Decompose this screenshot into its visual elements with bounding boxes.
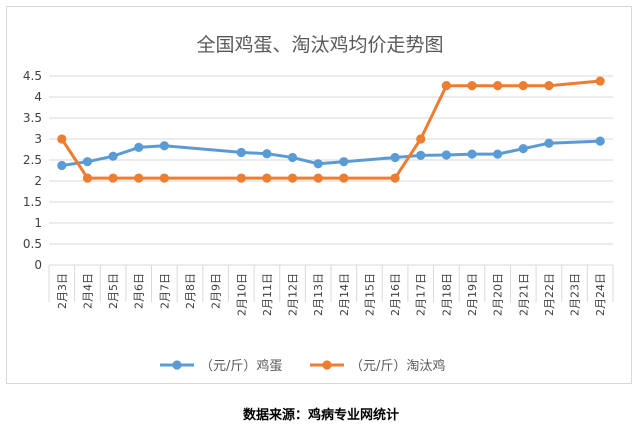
y-tick-label: 0.5: [23, 237, 42, 251]
data-point: [287, 152, 298, 163]
data-point: [236, 173, 246, 183]
x-tick-label: 2月11日: [261, 273, 274, 316]
data-point: [339, 157, 349, 167]
x-tick-label: 2月7日: [158, 273, 171, 309]
y-tick-label: 0: [34, 258, 42, 272]
data-point: [441, 81, 451, 91]
x-tick-label: 2月20日: [492, 273, 505, 316]
x-tick-label: 2月4日: [81, 273, 94, 309]
x-tick-label: 2月18日: [440, 273, 453, 316]
data-point: [82, 157, 93, 167]
data-point: [518, 144, 528, 154]
data-point: [416, 134, 426, 144]
x-tick-label: 2月8日: [184, 273, 197, 309]
x-tick-label: 2月6日: [133, 273, 146, 309]
data-point: [467, 81, 477, 91]
data-point: [441, 150, 451, 160]
y-tick-label: 4: [34, 90, 42, 104]
y-tick-label: 3: [34, 132, 42, 146]
data-point: [313, 173, 323, 183]
x-tick-label: 2月19日: [466, 273, 479, 316]
data-point: [467, 149, 477, 159]
chart-title: 全国鸡蛋、淘汰鸡均价走势图: [196, 34, 443, 56]
data-point: [57, 134, 67, 144]
x-tick-label: 2月24日: [594, 273, 607, 316]
data-point: [262, 149, 272, 159]
data-point: [82, 173, 93, 183]
legend-swatch-marker: [172, 360, 182, 370]
x-tick-label: 2月23日: [569, 273, 582, 316]
y-tick-label: 4.5: [23, 69, 42, 83]
data-point: [313, 159, 323, 169]
data-point: [159, 141, 169, 151]
x-tick-label: 2月17日: [415, 273, 428, 316]
x-tick-label: 2月9日: [210, 273, 223, 309]
data-source-note: 数据来源：鸡病专业网统计: [242, 408, 399, 423]
axes: 0 0.5 1 1.5 2 2.5 3 3.5 4 4.5 2月3日 2月4日 2月5日 2月6日 2月7日…: [23, 69, 607, 316]
data-point: [159, 173, 169, 183]
data-point: [544, 81, 554, 91]
x-tick-label: 2月21日: [517, 273, 530, 316]
x-tick-label: 2月5日: [107, 273, 120, 309]
data-point: [390, 173, 400, 183]
data-point: [595, 136, 605, 146]
x-tick-label: 2月13日: [312, 273, 325, 316]
x-tick-label: 2月15日: [363, 273, 376, 316]
x-tick-label: 2月10日: [235, 273, 248, 316]
data-point: [339, 173, 349, 183]
series-lines: [57, 76, 605, 183]
data-point: [262, 173, 272, 183]
legend-label: （元/斤）鸡蛋: [200, 358, 282, 374]
y-tick-label: 3.5: [23, 111, 42, 125]
y-tick-label: 2.5: [23, 153, 42, 167]
y-tick-label: 1.5: [23, 195, 42, 209]
x-tick-label: 2月12日: [287, 273, 300, 316]
data-point: [287, 173, 298, 183]
data-point: [134, 173, 144, 183]
x-tick-label: 2月22日: [543, 273, 556, 316]
x-tick-label: 2月3日: [56, 273, 69, 309]
chart-frame: 全国鸡蛋、淘汰鸡均价走势图 0 0.5 1 1.5 2 2.5 3 3.5 4 4.5 2月3日 2月…: [6, 6, 632, 384]
data-point: [108, 173, 118, 183]
data-point: [595, 76, 605, 86]
legend: （元/斤）鸡蛋 （元/斤）淘汰鸡: [160, 358, 445, 374]
data-point: [493, 149, 503, 159]
data-point: [390, 152, 400, 163]
series-line: [61, 139, 601, 167]
data-point: [544, 138, 554, 148]
data-point: [416, 150, 426, 160]
legend-label: （元/斤）淘汰鸡: [350, 358, 445, 374]
data-point: [518, 81, 528, 91]
line-chart: 全国鸡蛋、淘汰鸡均价走势图 0 0.5 1 1.5 2 2.5 3 3.5 4 4.5 2月3日 2月…: [23, 34, 614, 374]
y-tick-label: 2: [34, 174, 42, 188]
x-tick-label: 2月14日: [338, 273, 351, 316]
data-point: [108, 151, 118, 161]
data-point: [57, 160, 67, 171]
data-point: [493, 81, 503, 91]
legend-swatch-marker: [322, 360, 332, 370]
data-point: [134, 142, 144, 152]
x-tick-label: 2月16日: [389, 273, 402, 316]
data-point: [236, 147, 246, 158]
gridlines: [48, 75, 614, 302]
y-tick-label: 1: [34, 216, 42, 230]
